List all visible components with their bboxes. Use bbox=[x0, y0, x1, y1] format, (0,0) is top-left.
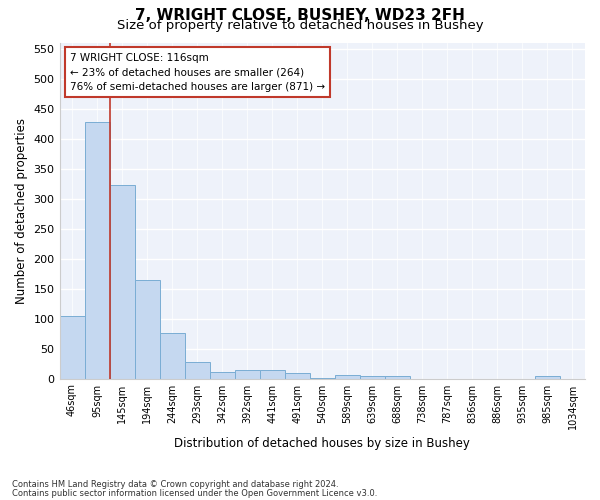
Text: Contains HM Land Registry data © Crown copyright and database right 2024.: Contains HM Land Registry data © Crown c… bbox=[12, 480, 338, 489]
Bar bbox=[185, 362, 209, 378]
Y-axis label: Number of detached properties: Number of detached properties bbox=[15, 118, 28, 304]
X-axis label: Distribution of detached houses by size in Bushey: Distribution of detached houses by size … bbox=[175, 437, 470, 450]
Bar bbox=[385, 376, 410, 378]
Bar bbox=[360, 376, 385, 378]
Text: Size of property relative to detached houses in Bushey: Size of property relative to detached ho… bbox=[116, 19, 484, 32]
Bar bbox=[209, 372, 235, 378]
Text: Contains public sector information licensed under the Open Government Licence v3: Contains public sector information licen… bbox=[12, 489, 377, 498]
Bar bbox=[335, 375, 360, 378]
Bar bbox=[535, 376, 560, 378]
Text: 7, WRIGHT CLOSE, BUSHEY, WD23 2FH: 7, WRIGHT CLOSE, BUSHEY, WD23 2FH bbox=[135, 8, 465, 22]
Bar bbox=[285, 372, 310, 378]
Bar bbox=[235, 370, 260, 378]
Bar bbox=[260, 370, 285, 378]
Bar bbox=[160, 333, 185, 378]
Bar bbox=[85, 122, 110, 378]
Text: 7 WRIGHT CLOSE: 116sqm
← 23% of detached houses are smaller (264)
76% of semi-de: 7 WRIGHT CLOSE: 116sqm ← 23% of detached… bbox=[70, 52, 325, 92]
Bar bbox=[110, 186, 134, 378]
Bar bbox=[134, 280, 160, 378]
Bar bbox=[59, 316, 85, 378]
